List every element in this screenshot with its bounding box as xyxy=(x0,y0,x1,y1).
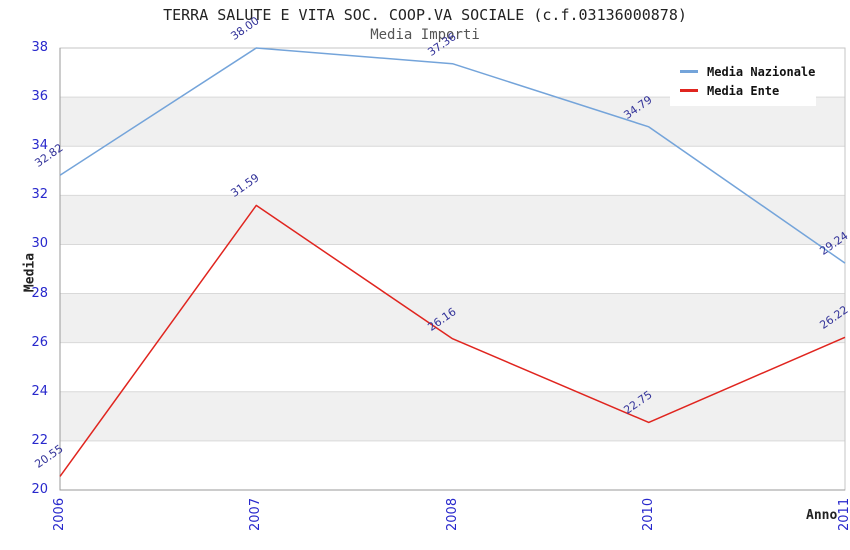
x-tick-label: 2010 xyxy=(640,497,656,531)
y-tick-label: 24 xyxy=(31,383,48,399)
plot-band xyxy=(60,293,845,343)
media-ente-line-swatch xyxy=(680,89,698,92)
legend-item-media-ente: Media Ente xyxy=(680,81,816,100)
y-tick-label: 38 xyxy=(31,40,48,55)
plot-band xyxy=(60,391,845,441)
plot-band xyxy=(60,146,845,196)
plot-band xyxy=(60,342,845,392)
y-tick-label: 34 xyxy=(31,138,48,154)
y-tick-label: 22 xyxy=(31,432,48,448)
y-tick-label: 26 xyxy=(31,334,48,350)
y-tick-label: 36 xyxy=(31,89,48,105)
chart-title: TERRA SALUTE E VITA SOC. COOP.VA SOCIALE… xyxy=(163,6,687,24)
x-axis-title: Anno xyxy=(806,508,838,523)
legend-label-media-nazionale: Media Nazionale xyxy=(707,64,816,79)
plot-band xyxy=(60,440,845,490)
y-tick-label: 20 xyxy=(31,482,48,497)
axis-lines xyxy=(59,48,845,491)
plot-band xyxy=(60,244,845,294)
x-tick-label: 2006 xyxy=(52,497,67,531)
y-tick-label: 32 xyxy=(31,187,48,203)
legend: Media Nazionale Media Ente xyxy=(670,56,816,106)
plot-band xyxy=(60,195,845,245)
y-tick-label: 28 xyxy=(31,285,48,301)
media-nazionale-line-swatch xyxy=(680,70,698,73)
legend-item-media-nazionale: Media Nazionale xyxy=(680,62,816,81)
y-tick-label: 30 xyxy=(31,236,48,252)
series-line-media-nazionale xyxy=(59,47,846,264)
chart-subtitle: Media Importi xyxy=(370,27,480,43)
x-tick-label: 2008 xyxy=(444,497,460,531)
series-line-media-ente xyxy=(59,204,846,477)
x-tick-label: 2007 xyxy=(248,497,264,531)
legend-label-media-ente: Media Ente xyxy=(707,83,780,98)
x-tick-label: 2011 xyxy=(837,497,850,531)
